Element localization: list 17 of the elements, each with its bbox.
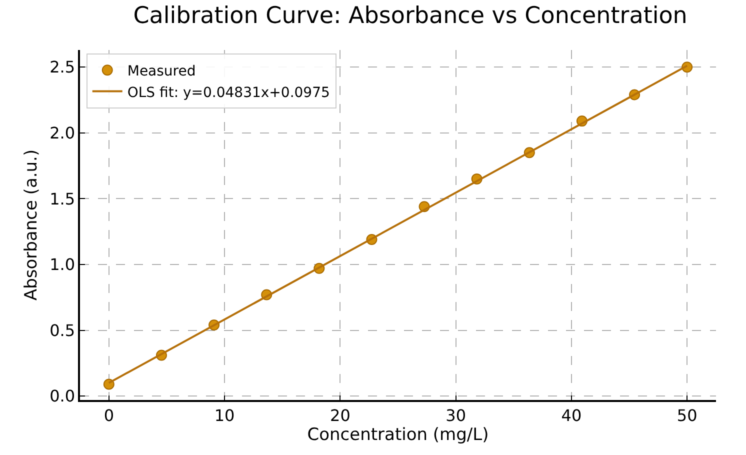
x-tick-label: 10 (214, 406, 235, 425)
y-tick-label: 2.0 (50, 123, 76, 142)
y-tick-label: 2.5 (50, 58, 76, 77)
x-axis-title: Concentration (mg/L) (307, 424, 489, 445)
legend-label: Measured (127, 64, 196, 80)
y-axis-title: Absorbance (a.u.) (22, 149, 42, 301)
x-tick-label: 20 (330, 406, 350, 425)
y-tick-label: 0.0 (50, 386, 76, 406)
x-tick-label: 0 (104, 406, 114, 425)
x-tick-label: 50 (676, 406, 698, 425)
x-tick-label: 30 (446, 406, 466, 425)
legend-label: OLS fit: y=0.04831x+0.0975 (127, 84, 330, 101)
y-tick-label: 1.5 (50, 189, 76, 208)
y-tick-label: 1.0 (50, 255, 76, 274)
x-tick-label: 40 (561, 406, 582, 425)
y-tick-label: 0.5 (50, 320, 76, 340)
chart-title: Calibration Curve: Absorbance vs Concentration (133, 2, 688, 29)
